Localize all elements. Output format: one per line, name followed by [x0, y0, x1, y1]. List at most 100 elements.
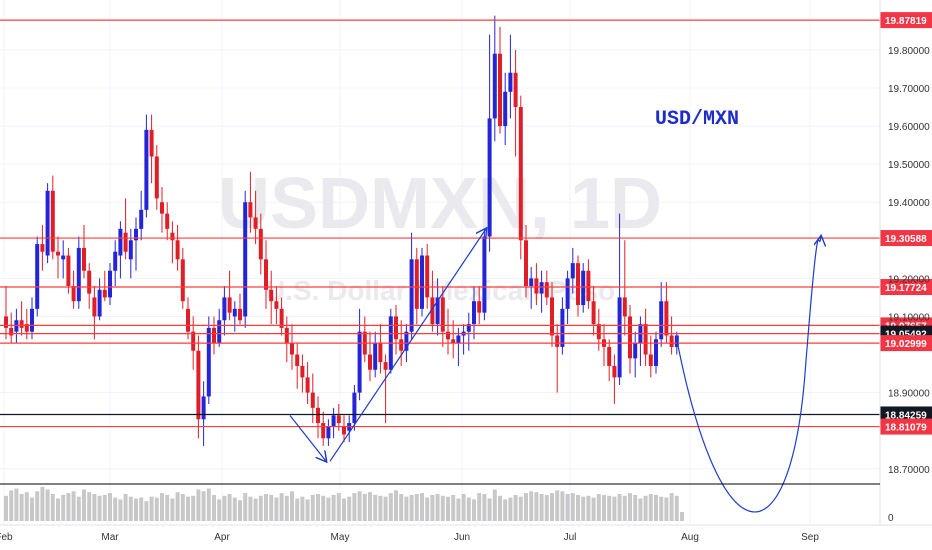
candle-body [300, 365, 305, 378]
candle-body [544, 282, 549, 298]
volume-bar [388, 493, 393, 521]
level-label: 19.87819 [885, 16, 927, 27]
candle-body [628, 316, 632, 359]
candle-body [534, 278, 539, 294]
volume-bar [643, 495, 648, 521]
volume-bar [269, 494, 274, 521]
candle-body [446, 331, 450, 340]
volume-bar [680, 512, 684, 521]
volume-bar [347, 496, 352, 521]
candle-body [399, 339, 404, 351]
volume-bar [175, 492, 180, 521]
volume-bar [466, 497, 471, 521]
candle-body [274, 301, 279, 309]
candle-body [92, 297, 97, 317]
volume-bar [503, 499, 508, 521]
volume-bar [139, 497, 144, 521]
candle-body [279, 308, 284, 328]
candle-body [451, 339, 456, 344]
candle-body [648, 354, 653, 366]
volume-bar [430, 494, 435, 521]
candle-body [342, 426, 346, 435]
volume-bar [446, 496, 450, 521]
volume-bar [659, 496, 664, 521]
volume-bar [492, 489, 497, 521]
time-tick-label: Feb [0, 532, 13, 543]
volume-bar [170, 498, 175, 521]
level-label: 19.30588 [885, 234, 927, 245]
volume-bars [4, 486, 684, 521]
volume-bar [160, 493, 164, 521]
candle-body [477, 301, 482, 313]
volume-bar [409, 494, 414, 521]
candle-body [9, 327, 14, 336]
level-label-bg [880, 418, 932, 435]
candle-body [316, 407, 320, 424]
volume-bar [456, 498, 461, 521]
time-tick-label: Sep [801, 532, 819, 543]
candle-body [217, 320, 222, 344]
volume-bar [134, 498, 138, 521]
candle-body [373, 343, 378, 370]
level-label: 18.84259 [885, 410, 927, 421]
time-axis[interactable]: Feb Mar Apr May Jun Jul Aug Sep [0, 524, 932, 543]
volume-bar [300, 496, 305, 521]
time-tick-label: Apr [214, 532, 230, 543]
candle-body [170, 232, 175, 241]
candle-body [622, 297, 627, 317]
volume-bar [186, 496, 190, 521]
volume-bar [290, 491, 294, 521]
volume-bar [144, 501, 149, 521]
candle-body [524, 240, 528, 286]
candle-body [466, 324, 471, 332]
volume-bar [648, 494, 653, 521]
volume-bar [581, 496, 586, 521]
candle-body [24, 324, 29, 332]
volume-bar [279, 493, 284, 521]
volume-bar [518, 496, 523, 521]
candle-body [591, 301, 596, 325]
candle-body [128, 240, 133, 260]
candle-body [503, 91, 508, 127]
candle-body [56, 251, 60, 256]
price-tick-label: 19.60000 [888, 122, 930, 133]
price-axis[interactable]: 19.80000 19.70000 19.60000 19.50000 19.40000… [879, 0, 930, 525]
price-tick-label: 19.40000 [888, 198, 930, 209]
volume-bar [591, 497, 596, 521]
volume-bar [399, 494, 404, 521]
candle-body [295, 354, 300, 366]
candle-body [232, 308, 237, 317]
candle-body [248, 202, 253, 218]
volume-bar [113, 497, 118, 521]
volume-bar [383, 496, 388, 521]
candle-body [175, 240, 180, 260]
volume-bar [451, 494, 456, 521]
candle-body [560, 308, 565, 347]
volume-bar [576, 494, 580, 521]
candle-body [472, 301, 476, 325]
volume-bar [674, 495, 679, 521]
volume-bar [284, 495, 289, 521]
volume-bar [102, 494, 107, 521]
volume-bar [82, 489, 86, 521]
candle-body [310, 392, 315, 408]
candle-body [409, 259, 414, 332]
volume-bar [35, 491, 40, 521]
volume-bar [118, 499, 123, 521]
volume-bar [248, 496, 253, 521]
time-tick-label: Aug [681, 532, 699, 543]
volume-axis-label: 0 [888, 513, 894, 524]
candle-body [326, 426, 331, 439]
price-tick-label: 18.90000 [888, 389, 930, 400]
volume-bar [165, 494, 170, 521]
volume-bar [238, 500, 242, 521]
volume-bar [331, 494, 336, 521]
candle-body [76, 247, 81, 302]
candle-body [108, 270, 112, 298]
candle-body [290, 343, 294, 355]
volume-bar [50, 494, 55, 521]
volume-bar [539, 494, 544, 521]
candle-body [529, 278, 534, 286]
volume-bar [217, 499, 222, 521]
volume-bar [570, 493, 575, 521]
